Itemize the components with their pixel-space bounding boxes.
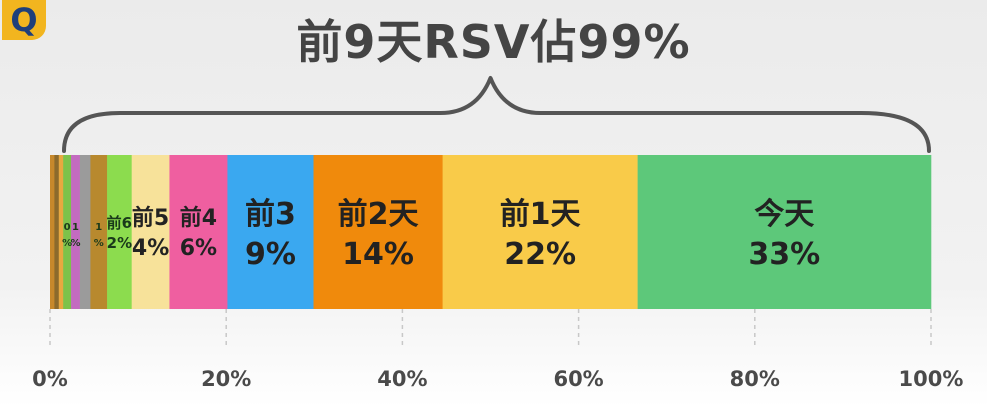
segment-percent-label: 22% — [504, 237, 576, 272]
segment-percent-label: 4% — [132, 236, 169, 261]
segment-name-label: 0 — [64, 222, 71, 233]
x-tick-label: 0% — [32, 367, 68, 391]
logo-letter: Q — [10, 1, 38, 39]
bar-segment — [107, 155, 132, 309]
x-axis-ticks: 0% 20% 40% 60% 80% 100% — [32, 367, 963, 391]
segment-percent-label: 14% — [342, 237, 414, 272]
bar-segment — [90, 155, 108, 309]
x-tick-label: 60% — [553, 367, 603, 391]
segment-name-label: 前4 — [180, 205, 217, 231]
segment-name-label: 1 — [72, 222, 79, 233]
segment-name-label: 前3 — [245, 197, 296, 232]
bar-segment — [131, 155, 170, 309]
segment-name-label: 前5 — [132, 205, 169, 231]
bar-segment — [63, 155, 72, 309]
bar-segment — [71, 155, 81, 309]
chart-title: 前9天RSV佔99% — [296, 15, 691, 69]
x-tick-label: 20% — [201, 367, 251, 391]
bar-segment — [313, 155, 443, 309]
segment-percent-label: 6% — [180, 236, 217, 261]
bar-segment — [50, 155, 55, 309]
segment-name-label: 1 — [95, 222, 102, 233]
bar-segment — [227, 155, 314, 309]
bar-segment — [58, 155, 64, 309]
bar-segment — [79, 155, 91, 309]
bar-segment — [442, 155, 638, 309]
segment-name-label: 前6 — [107, 214, 132, 232]
segment-name-label: 今天 — [754, 197, 814, 232]
logo: Q — [2, 0, 46, 40]
segment-percent-label: % — [94, 238, 104, 249]
grid-lines — [49, 309, 932, 348]
segment-name-label: 前1天 — [500, 197, 581, 232]
segment-percent-label: % — [70, 238, 80, 249]
x-tick-label: 40% — [377, 367, 427, 391]
bar-segment — [637, 155, 932, 309]
x-tick-label: 100% — [899, 367, 964, 391]
segment-percent-label: % — [62, 238, 72, 249]
bracket-brace — [62, 76, 931, 153]
bar-segment — [169, 155, 228, 309]
segment-percent-label: 2% — [107, 234, 132, 252]
segment-name-label: 前2天 — [338, 197, 419, 232]
x-tick-label: 80% — [730, 367, 780, 391]
segment-percent-label: 33% — [748, 237, 820, 272]
segment-percent-label: 9% — [245, 237, 296, 272]
bar-segment — [54, 155, 60, 309]
bar-segments — [50, 155, 932, 309]
